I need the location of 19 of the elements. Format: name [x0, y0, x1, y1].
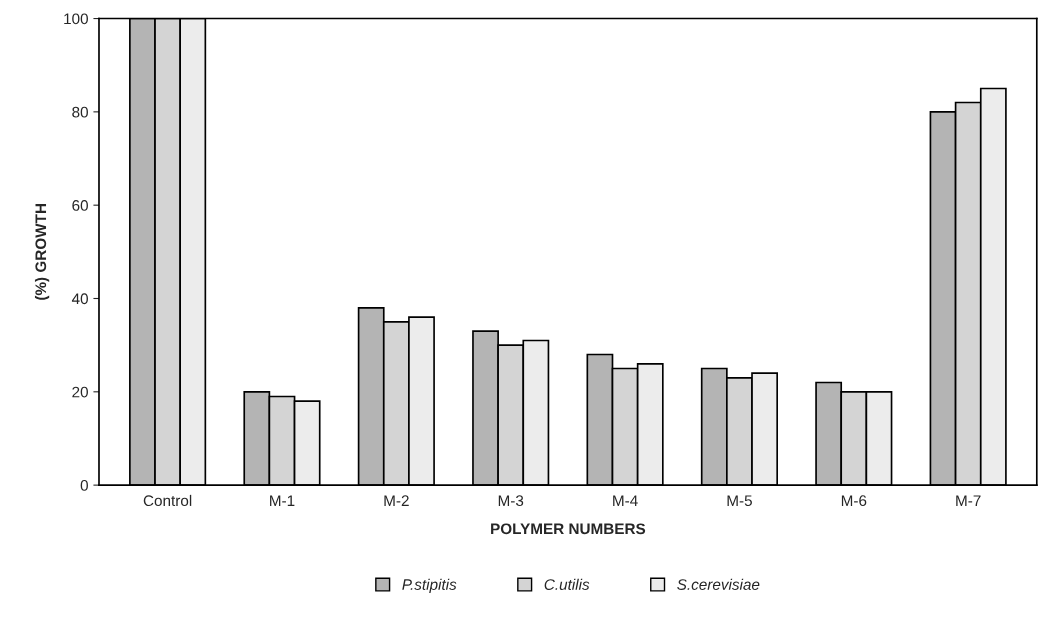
y-tick-label: 40	[71, 293, 88, 305]
y-tick-label: 0	[80, 480, 88, 491]
x-axis-title: POLYMER NUMBERS	[491, 523, 646, 535]
legend-label: P.stipitis	[402, 578, 457, 593]
x-tick-label: Control	[143, 494, 192, 507]
x-tick-label: M-1	[270, 495, 295, 506]
y-tick-label: 20	[72, 386, 88, 398]
legend-label: S.cerevisiae	[677, 578, 760, 590]
y-axis-title: (%) GROWTH	[34, 204, 50, 300]
x-tick-label: M-7	[956, 495, 981, 506]
x-tick-label: M-4	[613, 495, 638, 506]
legend-label: C.utilis	[544, 578, 590, 590]
y-tick-label: 80	[72, 106, 88, 118]
x-tick-label: M-6	[841, 495, 867, 507]
x-tick-label: M-3	[498, 495, 524, 507]
y-tick-label: 60	[72, 200, 88, 211]
x-tick-label: M-5	[727, 495, 752, 507]
y-tick-label: 100	[64, 13, 88, 25]
x-tick-label: M-2	[384, 495, 409, 506]
